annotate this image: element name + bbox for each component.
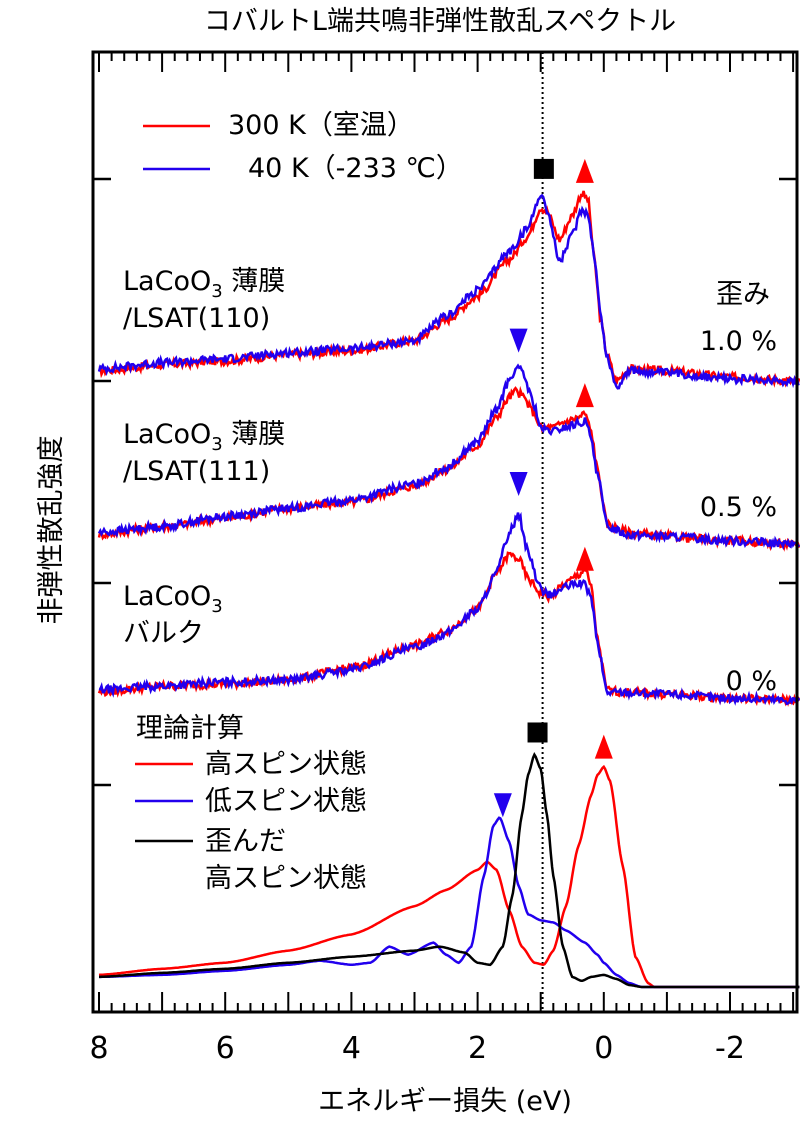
- triangle-up-marker: [575, 383, 594, 408]
- triangle-down-marker: [509, 472, 528, 497]
- x-tick-label: 0: [594, 1031, 613, 1066]
- legend-label: 300 K（室温）: [228, 110, 414, 141]
- theory-legend-title: 理論計算: [136, 713, 244, 744]
- x-tick-label: -2: [715, 1031, 745, 1066]
- theory-legend-label-line2: 高スピン状態: [205, 863, 367, 894]
- peak-markers: [493, 158, 613, 818]
- x-axis-label: エネルギー損失 (eV): [318, 1086, 572, 1117]
- theory-legend-label: 歪んだ: [205, 826, 286, 857]
- theory-legend-label: 低スピン状態: [205, 786, 367, 817]
- x-tick-label: 8: [89, 1031, 108, 1066]
- x-tick-label: 2: [468, 1031, 487, 1066]
- sample-label: LaCoO3 薄膜: [123, 266, 285, 302]
- sample-label-line2: バルク: [123, 618, 204, 649]
- square-marker: [533, 158, 554, 179]
- x-tick-label: 4: [342, 1031, 361, 1066]
- sample-label: LaCoO3: [123, 581, 223, 617]
- strain-value: 0.5 %: [700, 492, 777, 523]
- spectrum-40k-line: [97, 363, 800, 551]
- y-axis-label: 非弾性散乱強度: [36, 436, 67, 625]
- sample-label-line2: /LSAT(110): [123, 303, 270, 334]
- triangle-up-marker: [575, 158, 594, 183]
- curves: [97, 190, 800, 989]
- square-marker: [527, 722, 548, 743]
- theory-legend-label: 高スピン状態: [205, 749, 367, 780]
- spectrum-40k-line: [97, 193, 800, 390]
- axis-ticks: 8 6 4 2 0 -2: [89, 52, 797, 1066]
- triangle-down-marker: [493, 793, 512, 818]
- annotations: 300 K（室温） 40 K（-233 ℃） LaCoO3 薄膜/LSAT(110)…: [123, 110, 777, 894]
- strain-title: 歪み: [716, 279, 770, 310]
- strain-value: 0 %: [726, 666, 777, 697]
- plot-frame: [91, 50, 799, 1014]
- theory-line: [99, 752, 800, 989]
- triangle-down-marker: [509, 328, 528, 353]
- triangle-up-marker: [575, 546, 594, 571]
- sample-label-line2: /LSAT(111): [123, 456, 270, 487]
- chart-title: コバルトL端共鳴非弾性散乱スペクトル: [204, 6, 676, 37]
- legend-label: 40 K（-233 ℃）: [248, 153, 463, 184]
- sample-label: LaCoO3 薄膜: [123, 419, 285, 455]
- spectrum-40k-line: [98, 511, 800, 706]
- triangle-up-marker: [594, 734, 613, 759]
- x-tick-label: 6: [216, 1031, 235, 1066]
- strain-value: 1.0 %: [700, 326, 777, 357]
